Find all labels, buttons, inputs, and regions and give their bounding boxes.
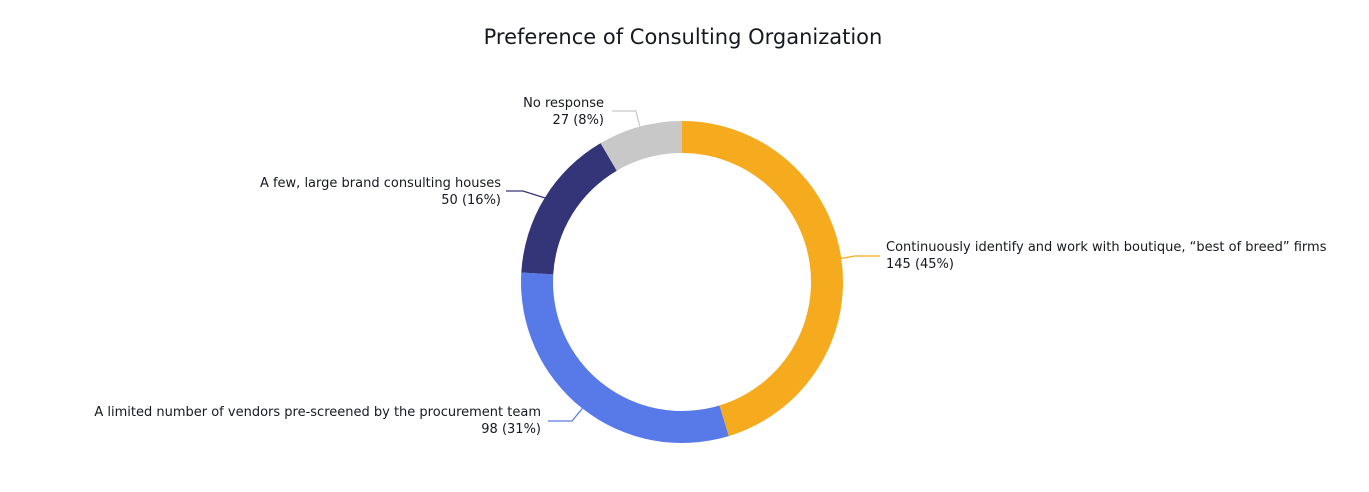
slice-value-label: 27 (8%)	[553, 113, 604, 128]
leader-line	[612, 110, 641, 127]
donut-slice[interactable]	[682, 121, 843, 437]
slice-label: A limited number of vendors pre-screened…	[94, 405, 541, 420]
leader-line	[506, 190, 545, 199]
slice-label: No response	[523, 96, 604, 111]
leader-line	[548, 408, 583, 422]
donut-slice[interactable]	[600, 121, 682, 171]
slice-label: Continuously identify and work with bout…	[886, 240, 1327, 255]
slice-value-label: 145 (45%)	[886, 257, 954, 272]
slice-label: A few, large brand consulting houses	[260, 176, 501, 191]
donut-slice[interactable]	[521, 272, 729, 443]
slice-value-label: 98 (31%)	[481, 422, 541, 437]
donut-slice[interactable]	[521, 143, 617, 275]
leader-line	[841, 255, 880, 259]
slice-value-label: 50 (16%)	[441, 193, 501, 208]
chart-title: Preference of Consulting Organization	[484, 25, 883, 49]
